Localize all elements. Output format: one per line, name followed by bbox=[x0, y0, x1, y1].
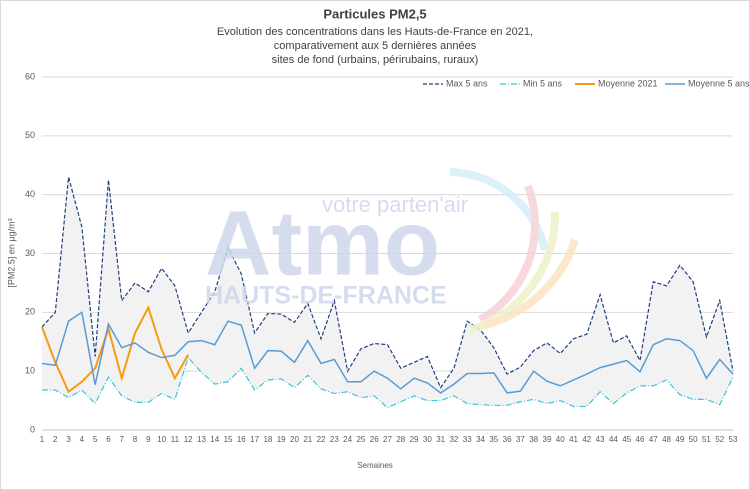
x-tick-label: 24 bbox=[343, 435, 352, 444]
x-tick-label: 21 bbox=[303, 435, 312, 444]
plot-area bbox=[41, 76, 734, 431]
x-tick-label: 25 bbox=[356, 435, 365, 444]
x-tick-label: 50 bbox=[689, 435, 698, 444]
x-tick-label: 45 bbox=[622, 435, 631, 444]
y-tick-label: 50 bbox=[25, 130, 35, 140]
x-tick-label: 32 bbox=[449, 435, 458, 444]
x-tick-label: 22 bbox=[317, 435, 326, 444]
y-tick-label: 40 bbox=[25, 189, 35, 199]
series-line bbox=[41, 311, 734, 394]
x-tick-label: 8 bbox=[133, 435, 138, 444]
x-tick-label: 18 bbox=[263, 435, 272, 444]
x-tick-label: 43 bbox=[596, 435, 605, 444]
watermark-arc bbox=[483, 238, 579, 329]
x-tick-label: 11 bbox=[171, 435, 180, 444]
x-tick-label: 27 bbox=[383, 435, 392, 444]
x-tick-label: 17 bbox=[250, 435, 259, 444]
x-tick-label: 31 bbox=[436, 435, 445, 444]
x-tick-label: 23 bbox=[330, 435, 339, 444]
x-tick-label: 39 bbox=[543, 435, 552, 444]
watermark-arc bbox=[449, 168, 549, 251]
x-tick-label: 16 bbox=[237, 435, 246, 444]
x-tick-label: 20 bbox=[290, 435, 299, 444]
range-area bbox=[42, 177, 733, 408]
x-tick-label: 35 bbox=[489, 435, 498, 444]
series-line bbox=[41, 305, 190, 394]
x-tick-label: 38 bbox=[529, 435, 538, 444]
x-tick-label: 4 bbox=[80, 435, 85, 444]
x-tick-label: 7 bbox=[120, 435, 125, 444]
chart-title: Particules PM2,5 bbox=[323, 6, 426, 21]
x-tick-label: 13 bbox=[197, 435, 206, 444]
x-tick-label: 28 bbox=[396, 435, 405, 444]
watermark-text: votre parten'air bbox=[322, 192, 468, 217]
watermark-text: HAUTS-DE-FRANCE bbox=[205, 282, 447, 310]
x-tick-label: 5 bbox=[93, 435, 98, 444]
x-tick-label: 3 bbox=[66, 435, 71, 444]
x-tick-label: 36 bbox=[503, 435, 512, 444]
x-tick-label: 44 bbox=[609, 435, 618, 444]
watermark-arc bbox=[477, 184, 539, 324]
series-line bbox=[42, 356, 734, 409]
watermark: votre parten'air Atmo HAUTS-DE-FRANCE bbox=[205, 168, 579, 334]
x-tick-label: 52 bbox=[715, 435, 724, 444]
legend-label: Moyenne 2021 bbox=[598, 78, 658, 88]
x-tick-label: 53 bbox=[729, 435, 738, 444]
y-tick-label: 10 bbox=[25, 366, 35, 376]
x-tick-label: 9 bbox=[146, 435, 151, 444]
x-tick-label: 6 bbox=[106, 435, 111, 444]
chart-subtitle: sites de fond (urbains, périrubains, rur… bbox=[272, 54, 479, 66]
y-tick-label: 30 bbox=[25, 248, 35, 258]
x-tick-label: 40 bbox=[556, 435, 565, 444]
x-tick-label: 26 bbox=[370, 435, 379, 444]
x-tick-label: 41 bbox=[569, 435, 578, 444]
y-tick-label: 0 bbox=[30, 424, 35, 434]
x-tick-label: 49 bbox=[675, 435, 684, 444]
x-tick-label: 51 bbox=[702, 435, 711, 444]
chart-subtitle: Evolution des concentrations dans les Ha… bbox=[217, 26, 533, 38]
chart-subtitle: comparativement aux 5 dernières années bbox=[274, 40, 477, 52]
legend-label: Moyenne 5 ans bbox=[688, 78, 750, 88]
legend-label: Max 5 ans bbox=[446, 78, 488, 88]
x-tick-label: 2 bbox=[53, 435, 58, 444]
x-tick-label: 47 bbox=[649, 435, 658, 444]
y-axis-label: [PM2.5] en µg/m³ bbox=[6, 218, 16, 287]
x-tick-label: 46 bbox=[636, 435, 645, 444]
x-tick-label: 14 bbox=[210, 435, 219, 444]
legend-label: Min 5 ans bbox=[523, 78, 563, 88]
x-tick-label: 10 bbox=[157, 435, 166, 444]
x-tick-label: 15 bbox=[224, 435, 233, 444]
x-tick-label: 12 bbox=[184, 435, 193, 444]
x-tick-label: 48 bbox=[662, 435, 671, 444]
x-tick-label: 1 bbox=[40, 435, 45, 444]
x-tick-label: 19 bbox=[277, 435, 286, 444]
x-tick-label: 33 bbox=[463, 435, 472, 444]
x-axis-label: Semaines bbox=[357, 461, 393, 470]
x-tick-label: 37 bbox=[516, 435, 525, 444]
x-tick-label: 34 bbox=[476, 435, 485, 444]
y-tick-label: 20 bbox=[25, 307, 35, 317]
x-tick-label: 30 bbox=[423, 435, 432, 444]
series-line bbox=[41, 176, 734, 389]
watermark-text: Atmo bbox=[205, 192, 440, 294]
x-tick-label: 42 bbox=[582, 435, 591, 444]
y-tick-label: 60 bbox=[25, 71, 35, 81]
x-tick-label: 29 bbox=[410, 435, 419, 444]
